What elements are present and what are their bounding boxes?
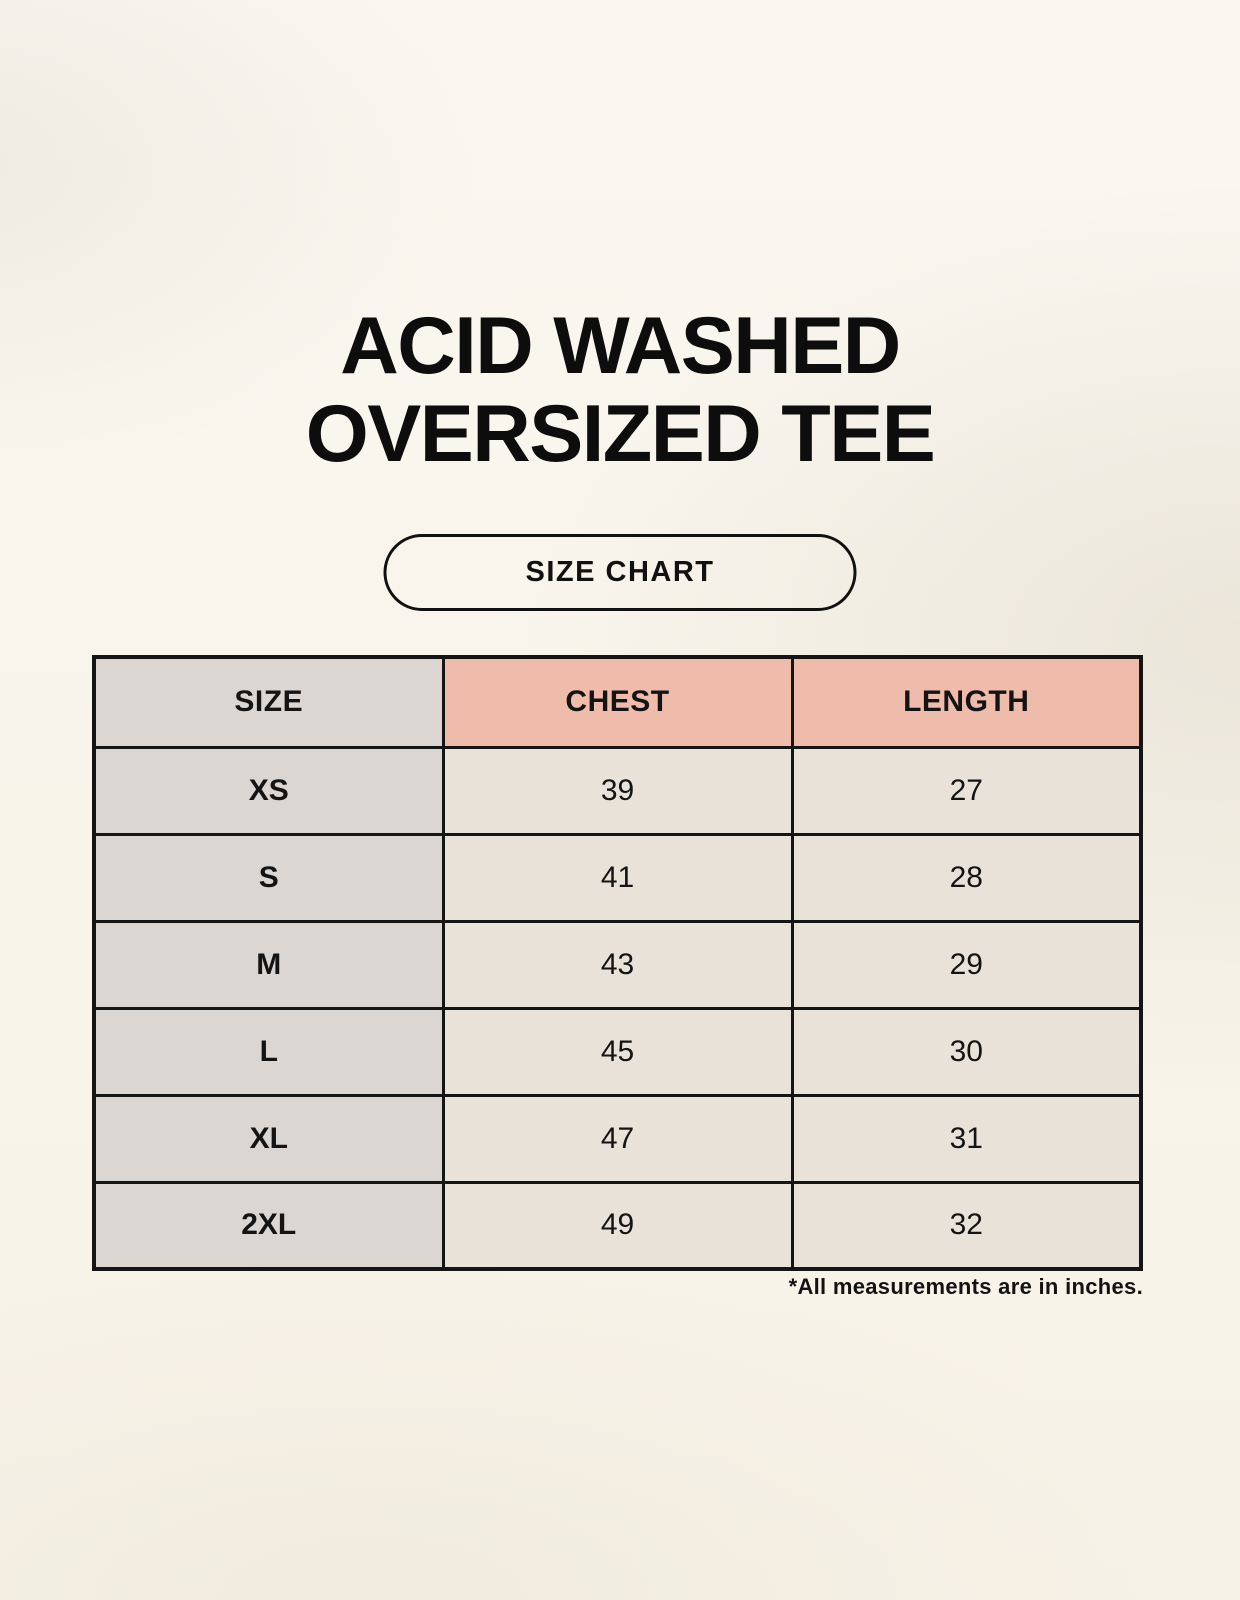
length-cell: 32: [790, 1180, 1143, 1271]
chest-cell: 43: [441, 919, 794, 1010]
chest-cell: 49: [441, 1180, 794, 1271]
header-cell-size: SIZE: [92, 655, 445, 749]
size-cell: M: [92, 919, 445, 1010]
table-row: XS 39 27: [92, 745, 1143, 836]
page-title-line2: OVERSIZED TEE: [305, 389, 936, 479]
size-cell: 2XL: [92, 1180, 445, 1271]
size-cell: S: [92, 832, 445, 923]
table-row: L 45 30: [92, 1006, 1143, 1097]
size-chart-button[interactable]: SIZE CHART: [383, 534, 857, 611]
size-cell: XL: [92, 1093, 445, 1184]
table-row: XL 47 31: [92, 1093, 1143, 1184]
size-cell: L: [92, 1006, 445, 1097]
page-title-line1: ACID WASHED: [340, 301, 901, 391]
length-cell: 30: [790, 1006, 1143, 1097]
header-cell-length: LENGTH: [790, 655, 1143, 749]
table-row: 2XL 49 32: [92, 1180, 1143, 1271]
chest-cell: 45: [441, 1006, 794, 1097]
chest-cell: 47: [441, 1093, 794, 1184]
header-cell-chest: CHEST: [441, 655, 794, 749]
table-row: S 41 28: [92, 832, 1143, 923]
measurements-footnote: *All measurements are in inches.: [788, 1274, 1143, 1299]
table-header-row: SIZE CHEST LENGTH: [92, 655, 1143, 749]
size-cell: XS: [92, 745, 445, 836]
length-cell: 27: [790, 745, 1143, 836]
chest-cell: 41: [441, 832, 794, 923]
length-cell: 29: [790, 919, 1143, 1010]
length-cell: 28: [790, 832, 1143, 923]
page-title: ACID WASHED OVERSIZED TEE: [0, 302, 1240, 478]
length-cell: 31: [790, 1093, 1143, 1184]
size-chart-table: SIZE CHEST LENGTH XS 39 27 S 41 28 M 43 …: [92, 655, 1143, 1271]
chest-cell: 39: [441, 745, 794, 836]
table-row: M 43 29: [92, 919, 1143, 1010]
